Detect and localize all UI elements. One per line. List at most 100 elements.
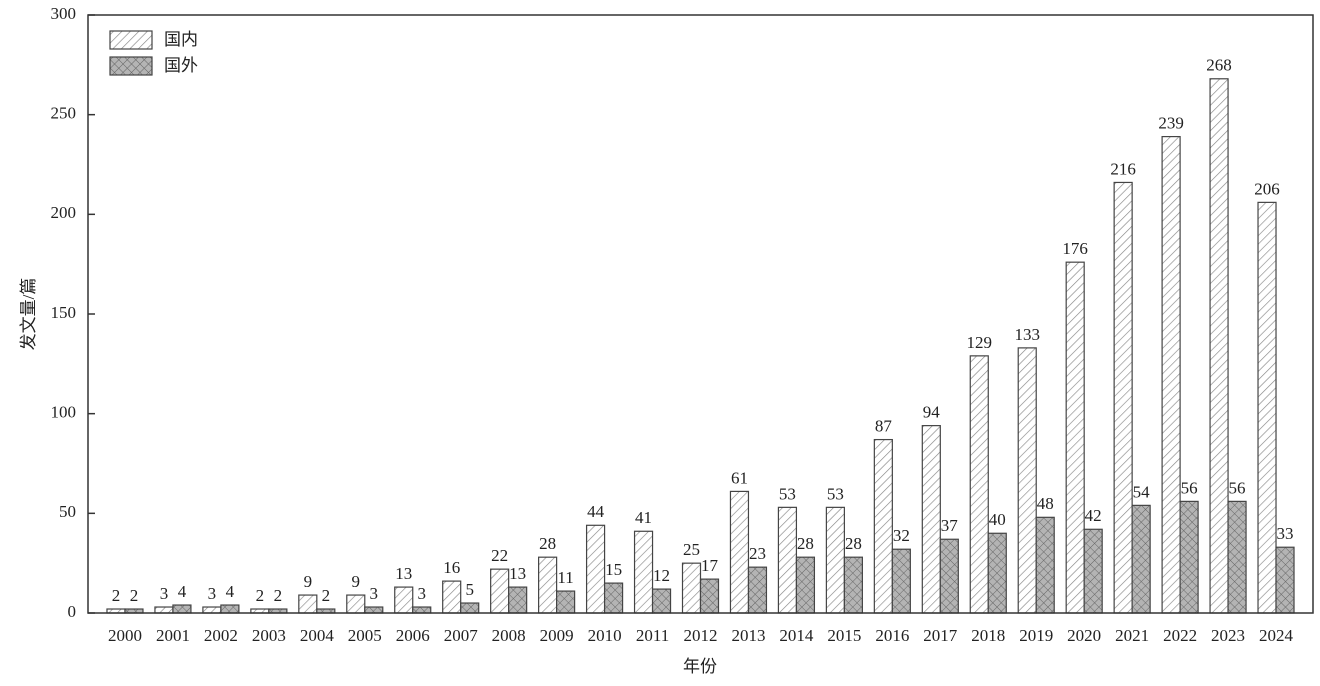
x-tick-label: 2005 (348, 626, 382, 645)
legend-swatch (109, 56, 153, 76)
data-label: 133 (1014, 325, 1040, 344)
bar (729, 490, 750, 614)
bar (202, 606, 222, 614)
data-label: 129 (967, 333, 993, 352)
bar (795, 556, 816, 614)
bar (1035, 516, 1055, 614)
data-label: 3 (417, 584, 426, 603)
x-tick-label: 2024 (1259, 626, 1294, 645)
data-label: 42 (1085, 506, 1102, 525)
data-label: 2 (130, 586, 139, 605)
bar (1113, 181, 1133, 614)
y-tick-label: 300 (51, 4, 77, 23)
data-label: 41 (635, 508, 652, 527)
bar (699, 578, 720, 614)
y-tick-label: 250 (51, 104, 77, 123)
bar (154, 606, 174, 614)
data-label: 48 (1037, 494, 1054, 513)
bar (556, 590, 576, 614)
x-tick-label: 2009 (540, 626, 574, 645)
bar (651, 588, 672, 614)
x-tick-label: 2021 (1115, 626, 1149, 645)
x-tick-label: 2013 (731, 626, 765, 645)
bar (1131, 504, 1151, 614)
data-label: 11 (557, 568, 573, 587)
x-tick-label: 2002 (204, 626, 238, 645)
bar (346, 594, 366, 614)
bar (1257, 201, 1277, 614)
bar (585, 524, 606, 614)
data-label: 40 (989, 510, 1006, 529)
y-tick-label: 150 (51, 303, 77, 322)
data-label: 23 (749, 544, 766, 563)
bar (987, 532, 1007, 614)
legend-label: 国外 (164, 56, 198, 75)
data-label: 54 (1133, 482, 1151, 501)
data-label: 94 (923, 403, 941, 422)
bar (633, 530, 654, 614)
x-tick-label: 2014 (779, 626, 814, 645)
data-label: 28 (539, 534, 556, 553)
bar (538, 556, 558, 614)
x-tick-label: 2018 (971, 626, 1005, 645)
data-label: 3 (208, 584, 217, 603)
data-label: 268 (1206, 56, 1232, 75)
legend-swatch (109, 30, 153, 50)
data-label: 25 (683, 540, 700, 559)
y-tick-label: 50 (59, 502, 76, 521)
plot-frame (87, 14, 1314, 614)
bar (490, 568, 510, 614)
y-axis-label: 发文量/篇 (19, 278, 38, 351)
data-label: 3 (160, 584, 169, 603)
bar (460, 602, 480, 614)
data-label: 61 (731, 468, 748, 487)
x-axis-label: 年份 (683, 657, 717, 676)
data-label: 216 (1110, 159, 1136, 178)
data-label: 87 (875, 416, 893, 435)
data-label: 13 (395, 564, 412, 583)
bar (412, 606, 432, 614)
bar (921, 425, 941, 614)
data-label: 13 (509, 564, 526, 583)
x-tick-label: 2004 (300, 626, 335, 645)
data-label: 4 (178, 582, 187, 601)
bar (298, 594, 318, 614)
bar (1275, 546, 1295, 614)
x-tick-label: 2001 (156, 626, 190, 645)
bar (603, 582, 624, 614)
bar (1083, 528, 1103, 614)
data-label: 56 (1229, 478, 1246, 497)
data-label: 37 (941, 516, 959, 535)
x-tick-label: 2017 (923, 626, 958, 645)
bar (777, 506, 798, 614)
data-label: 5 (465, 580, 474, 599)
data-label: 16 (443, 558, 460, 577)
data-label: 28 (845, 534, 862, 553)
bar (172, 604, 192, 614)
x-tick-label: 2022 (1163, 626, 1197, 645)
x-tick-label: 2000 (108, 626, 142, 645)
y-tick-label: 0 (68, 602, 77, 621)
data-label: 44 (587, 502, 605, 521)
bar (442, 580, 462, 614)
bar (1017, 347, 1037, 614)
data-label: 239 (1158, 113, 1184, 132)
data-label: 28 (797, 534, 814, 553)
bar (1161, 135, 1181, 614)
bar (747, 566, 768, 614)
bar (825, 506, 845, 614)
data-label: 12 (653, 566, 670, 585)
bar (1209, 78, 1229, 614)
x-tick-label: 2023 (1211, 626, 1245, 645)
x-tick-label: 2010 (588, 626, 622, 645)
bar (873, 438, 893, 614)
x-tick-label: 2012 (684, 626, 718, 645)
bar (1065, 261, 1085, 614)
data-label: 2 (256, 586, 265, 605)
bar (969, 355, 989, 614)
data-label: 4 (226, 582, 235, 601)
y-tick-label: 100 (51, 403, 77, 422)
x-tick-label: 2007 (444, 626, 479, 645)
y-tick-label: 200 (51, 203, 77, 222)
